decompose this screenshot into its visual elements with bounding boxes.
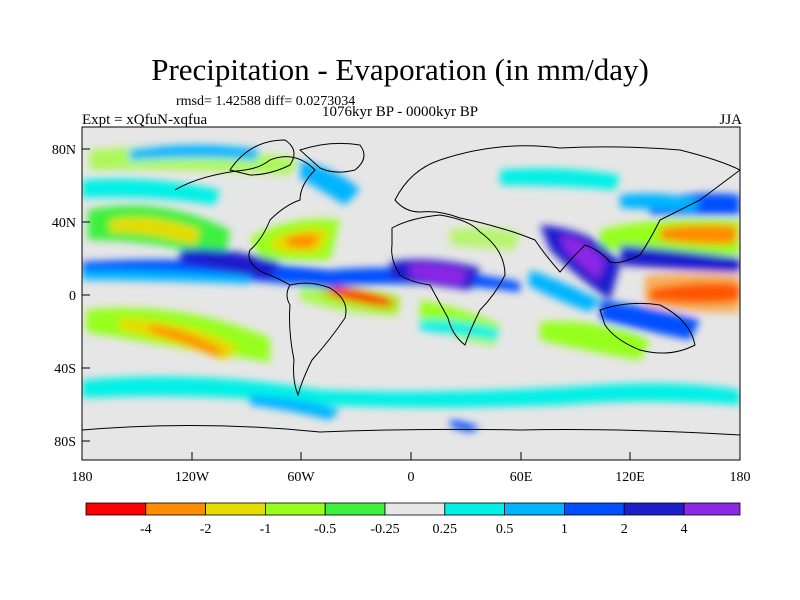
rmsd-stats: rmsd= 1.42588 diff= 0.0273034 bbox=[176, 94, 356, 109]
map-title: Precipitation - Evaporation (in mm/day) bbox=[151, 52, 649, 87]
colorbar-label: -1 bbox=[260, 522, 272, 537]
colorbar-label: 1 bbox=[561, 522, 568, 537]
colorbar-label: 0.5 bbox=[496, 522, 514, 537]
longitude-axis: 180 120W 60W 0 60E 120E 180 bbox=[72, 452, 751, 485]
period-label: 1076kyr BP - 0000kyr BP bbox=[322, 104, 479, 120]
lon-label-180e: 180 bbox=[730, 470, 751, 485]
colorbar-swatch bbox=[564, 502, 625, 516]
colorbar-label: -2 bbox=[200, 522, 212, 537]
lon-label-120w: 120W bbox=[175, 470, 210, 485]
season-label: JJA bbox=[719, 112, 742, 128]
colorbar: -4 -2 -1 -0.5 -0.25 0.25 0.5 1 2 4 bbox=[85, 502, 741, 537]
lon-label-180w: 180 bbox=[72, 470, 93, 485]
colorbar-swatch bbox=[264, 502, 326, 516]
colorbar-swatch bbox=[504, 502, 565, 516]
colorbar-swatch bbox=[85, 502, 147, 516]
colorbar-swatch bbox=[384, 502, 446, 516]
coastlines bbox=[82, 139, 740, 436]
colorbar-swatch bbox=[623, 502, 685, 516]
lat-label-40s: 40S bbox=[54, 362, 76, 377]
colorbar-label: -0.5 bbox=[314, 522, 336, 537]
lon-label-60e: 60E bbox=[510, 470, 533, 485]
lon-label-60w: 60W bbox=[287, 470, 315, 485]
lon-label-0: 0 bbox=[408, 470, 415, 485]
experiment-label: Expt = xQfuN-xqfua bbox=[82, 112, 208, 128]
colorbar-swatch bbox=[205, 502, 266, 516]
colorbar-label: 4 bbox=[681, 522, 688, 537]
latitude-axis: 80N 40N 0 40S 80S bbox=[52, 143, 90, 450]
colorbar-label: 0.25 bbox=[433, 522, 458, 537]
colorbar-swatch bbox=[145, 502, 207, 516]
pme-field bbox=[82, 145, 740, 432]
lat-label-80n: 80N bbox=[52, 143, 76, 158]
lat-label-40n: 40N bbox=[52, 216, 76, 231]
colorbar-label: -0.25 bbox=[370, 522, 399, 537]
colorbar-swatch bbox=[324, 502, 386, 516]
lat-label-equator: 0 bbox=[69, 289, 76, 304]
lon-label-120e: 120E bbox=[615, 470, 645, 485]
colorbar-swatch bbox=[683, 502, 741, 516]
map-panel bbox=[82, 127, 740, 460]
colorbar-label: 2 bbox=[621, 522, 628, 537]
colorbar-label: -4 bbox=[140, 522, 152, 537]
colorbar-swatch bbox=[444, 502, 505, 516]
lat-label-80s: 80S bbox=[54, 435, 76, 450]
